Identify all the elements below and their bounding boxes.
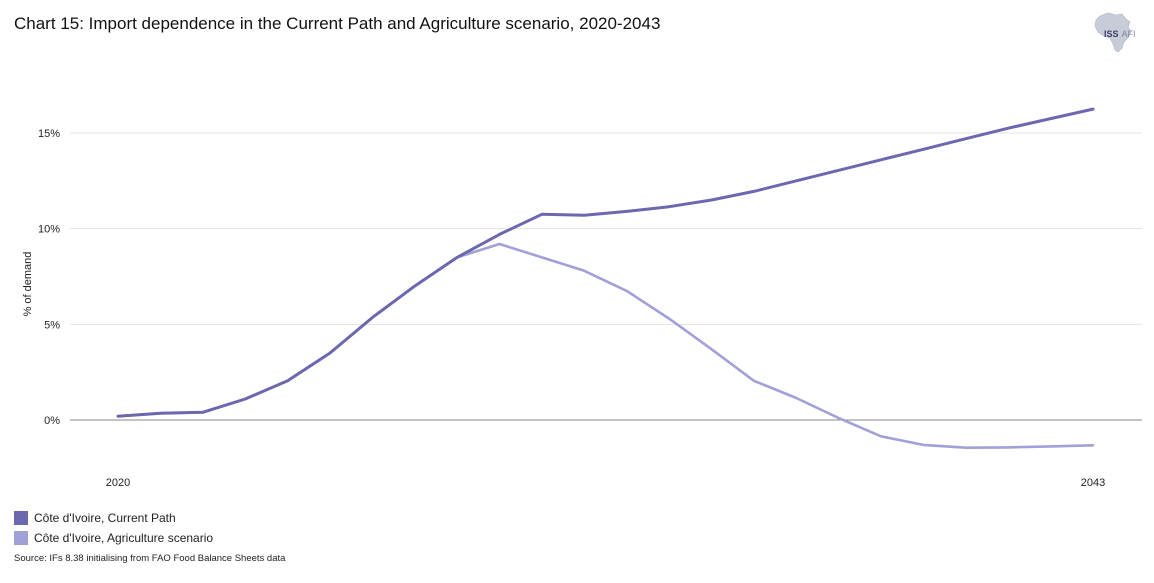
y-tick-label: 0% (44, 415, 60, 427)
y-tick-label: 5% (44, 319, 60, 331)
legend-swatch-agriculture (14, 531, 28, 545)
chart-title: Chart 15: Import dependence in the Curre… (14, 14, 661, 33)
x-tick-label: 2020 (106, 477, 130, 489)
logo-iss: ISS (1104, 29, 1119, 39)
y-tick-label: 15% (38, 128, 60, 140)
y-axis-label: % of demand (22, 251, 34, 317)
series-line-agriculture (116, 242, 1095, 450)
y-tick-label: 10% (38, 224, 60, 236)
legend-swatch-current-path (14, 511, 28, 525)
legend: Côte d'Ivoire, Current Path Côte d'Ivoir… (14, 508, 213, 548)
logo-text: ISS AFI (1104, 29, 1136, 39)
legend-label-current-path: Côte d'Ivoire, Current Path (34, 511, 176, 525)
source-note: Source: IFs 8.38 initialising from FAO F… (14, 553, 286, 564)
africa-map-icon (1094, 12, 1132, 53)
legend-label-agriculture: Côte d'Ivoire, Agriculture scenario (34, 531, 214, 545)
series-line-current-path (116, 107, 1095, 418)
logo-afi: AFI (1121, 29, 1136, 39)
legend-item-current-path: Côte d'Ivoire, Current Path (14, 508, 213, 528)
legend-item-agriculture: Côte d'Ivoire, Agriculture scenario (14, 528, 213, 548)
x-tick-label: 2043 (1081, 477, 1105, 489)
